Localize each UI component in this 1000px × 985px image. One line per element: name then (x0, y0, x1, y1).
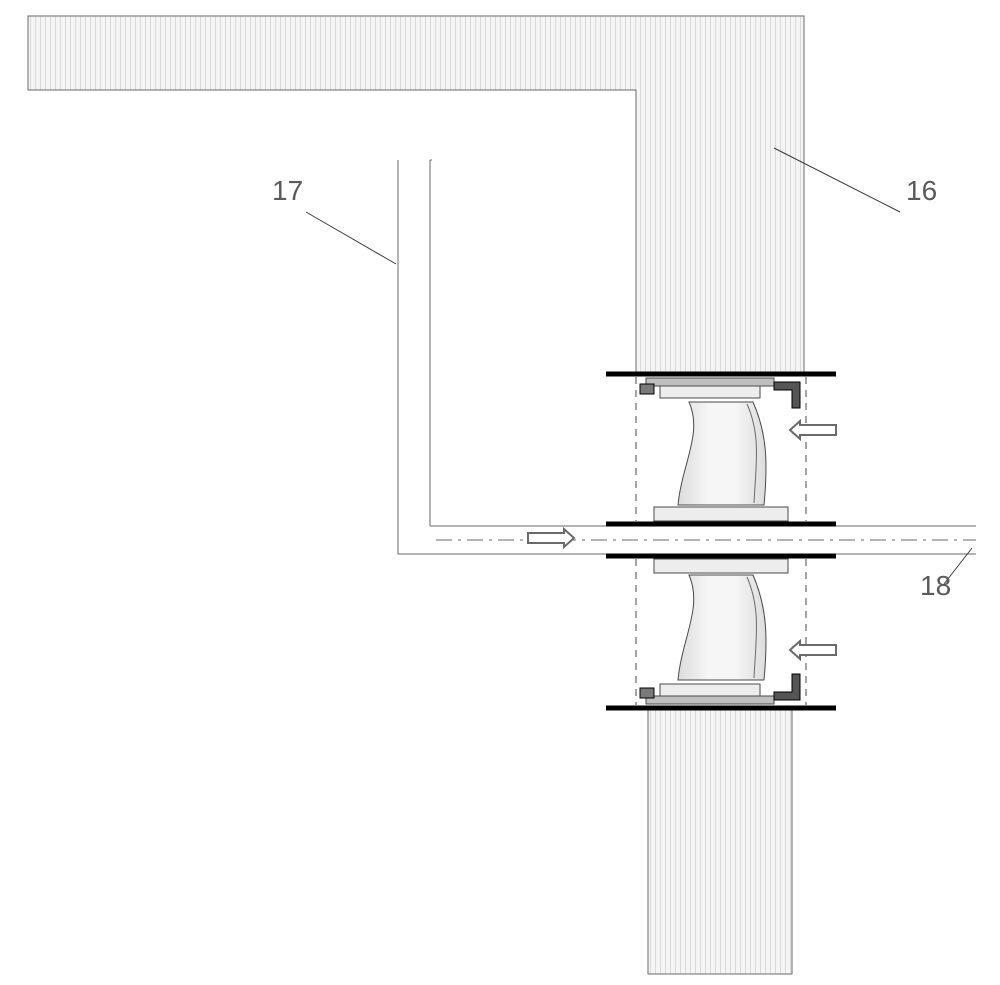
diagram-svg: 17 16 18 (0, 0, 1000, 985)
lug (774, 382, 800, 408)
roller-body (678, 402, 766, 505)
leader-line (306, 212, 396, 264)
seat (654, 507, 788, 521)
diagram-canvas: 17 16 18 (0, 0, 1000, 985)
roller-body (678, 575, 766, 680)
lug (774, 674, 800, 700)
outer-duct-lower (648, 710, 792, 974)
flow-arrow (528, 529, 574, 547)
flow-arrow (790, 421, 836, 439)
callout-label: 18 (920, 570, 951, 601)
callout-label: 16 (906, 175, 937, 206)
callout-label: 17 (272, 175, 303, 206)
flow-arrow (790, 641, 836, 659)
seat (654, 559, 788, 573)
outer-duct-upper (28, 16, 804, 374)
